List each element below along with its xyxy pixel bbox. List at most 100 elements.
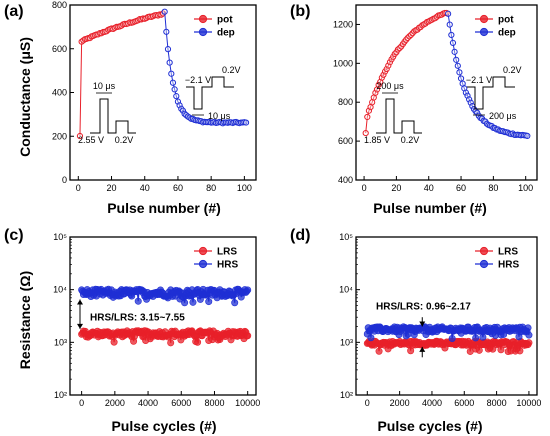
x-tick-label: 100 — [237, 183, 252, 193]
marker-pot — [372, 89, 379, 96]
x-tick-label: 4000 — [422, 398, 442, 408]
x-tick-label: 100 — [518, 183, 533, 193]
dep-base-label: 0.2V — [222, 65, 241, 75]
marker-hrs — [367, 334, 375, 342]
pot-base-label: 0.2V — [401, 135, 420, 145]
marker-dep — [451, 48, 458, 55]
y-tick-label: 10² — [54, 390, 67, 400]
y-tick-label: 800 — [52, 0, 67, 10]
marker-lrs — [110, 338, 118, 346]
marker-lrs — [516, 347, 524, 355]
x-tick-label: 80 — [488, 183, 498, 193]
series-line-pot — [365, 12, 447, 134]
pot-width-label: 10 μs — [93, 81, 116, 91]
x-tick-label: 0 — [79, 398, 84, 408]
y-tick-label: 10⁵ — [339, 232, 353, 242]
dep-pulse-schematic — [186, 76, 234, 110]
plot-frame — [355, 4, 538, 181]
dep-amplitude-label: −2.1 V — [185, 75, 211, 85]
marker-dep — [445, 10, 452, 17]
marker-dep — [161, 8, 168, 15]
legend-label-hrs: HRS — [217, 260, 238, 271]
legend-label-dep: dep — [498, 28, 516, 39]
legend-label-pot: pot — [498, 15, 514, 26]
marker-dep — [453, 56, 460, 63]
legend-label-lrs: LRS — [217, 247, 237, 258]
pot-pulse-schematic — [90, 98, 136, 134]
x-tick-label: 2000 — [105, 398, 125, 408]
panel-a: 0 20 40 60 80 100 0 200 400 600 800 pot dep 10 μs 2.55… — [52, 0, 257, 193]
marker-hrs — [244, 286, 252, 294]
marker-dep — [524, 132, 531, 139]
legend-marker-dep — [479, 27, 489, 37]
marker-dep — [454, 62, 461, 69]
marker-lrs — [489, 345, 497, 353]
legend-label-pot: pot — [217, 15, 233, 26]
marker-pot — [76, 132, 84, 140]
marker-dep — [242, 119, 250, 126]
x-axis-title-a: Pulse number (#) — [107, 200, 221, 216]
y-tick-label: 10⁴ — [53, 285, 67, 295]
marker-hrs — [472, 334, 480, 342]
x-axis-title-c: Pulse cycles (#) — [111, 418, 216, 434]
x-tick-label: 80 — [206, 183, 216, 193]
series-line-pot — [79, 13, 164, 137]
marker-lrs — [375, 347, 383, 355]
arrow-head-up — [419, 346, 426, 352]
y-tick-label: 0 — [62, 175, 67, 185]
marker-dep — [462, 89, 469, 96]
marker-lrs — [497, 346, 505, 354]
marker-dep — [446, 21, 453, 28]
x-tick-label: 4000 — [138, 398, 158, 408]
y-axis-title-c: Resistance (Ω) — [17, 271, 33, 369]
arrow-head-down — [419, 321, 426, 327]
legend-marker-dep — [198, 27, 208, 37]
x-tick-label: 40 — [424, 183, 434, 193]
x-tick-label: 10000 — [516, 398, 541, 408]
marker-hrs — [189, 298, 197, 306]
plot-frame — [69, 236, 257, 396]
dep-base-label: 0.2V — [503, 65, 522, 75]
marker-lrs — [244, 332, 252, 340]
legend-marker-lrs — [479, 246, 489, 256]
marker-hrs — [134, 297, 142, 305]
y-tick-label: 400 — [338, 175, 353, 185]
panel-label-c: (c) — [4, 227, 24, 244]
y-tick-label: 600 — [338, 136, 353, 146]
marker-hrs — [205, 298, 213, 306]
marker-dep — [179, 107, 187, 114]
legend-marker-pot — [198, 14, 208, 24]
x-tick-label: 8000 — [487, 398, 507, 408]
y-tick-label: 1000 — [333, 58, 353, 68]
marker-dep — [466, 96, 473, 103]
pot-base-label: 0.2V — [115, 135, 134, 145]
legend-marker-lrs — [198, 246, 208, 256]
marker-dep — [166, 59, 173, 66]
legend-label-dep: dep — [217, 28, 235, 39]
x-tick-label: 20 — [107, 183, 117, 193]
x-tick-label: 40 — [140, 183, 150, 193]
legend-marker-pot — [479, 14, 489, 24]
panel-c: 0 2000 4000 6000 8000 10000 10² 10³ 10⁴ 10⁵ LRS HRS… — [53, 232, 260, 408]
arrow-head-down — [77, 323, 83, 329]
x-tick-label: 6000 — [454, 398, 474, 408]
marker-dep — [173, 93, 180, 100]
marker-dep — [171, 86, 178, 93]
y-tick-label: 10⁵ — [53, 232, 67, 242]
y-tick-label: 10⁴ — [339, 285, 353, 295]
y-tick-label: 800 — [338, 97, 353, 107]
ratio-annotation: HRS/LRS: 3.15~7.55 — [90, 312, 185, 323]
x-tick-label: 60 — [456, 183, 466, 193]
legend-marker-hrs — [479, 259, 489, 269]
y-tick-label: 10³ — [54, 337, 67, 347]
marker-dep — [163, 28, 170, 35]
x-tick-label: 60 — [173, 183, 183, 193]
dep-width-label: 10 μs — [208, 111, 231, 121]
dep-width-label: 200 μs — [489, 111, 517, 121]
dep-pulse-schematic — [467, 76, 515, 110]
x-tick-label: 0 — [365, 398, 370, 408]
marker-dep — [448, 31, 455, 39]
y-tick-label: 10² — [340, 390, 353, 400]
x-tick-label: 8000 — [204, 398, 224, 408]
